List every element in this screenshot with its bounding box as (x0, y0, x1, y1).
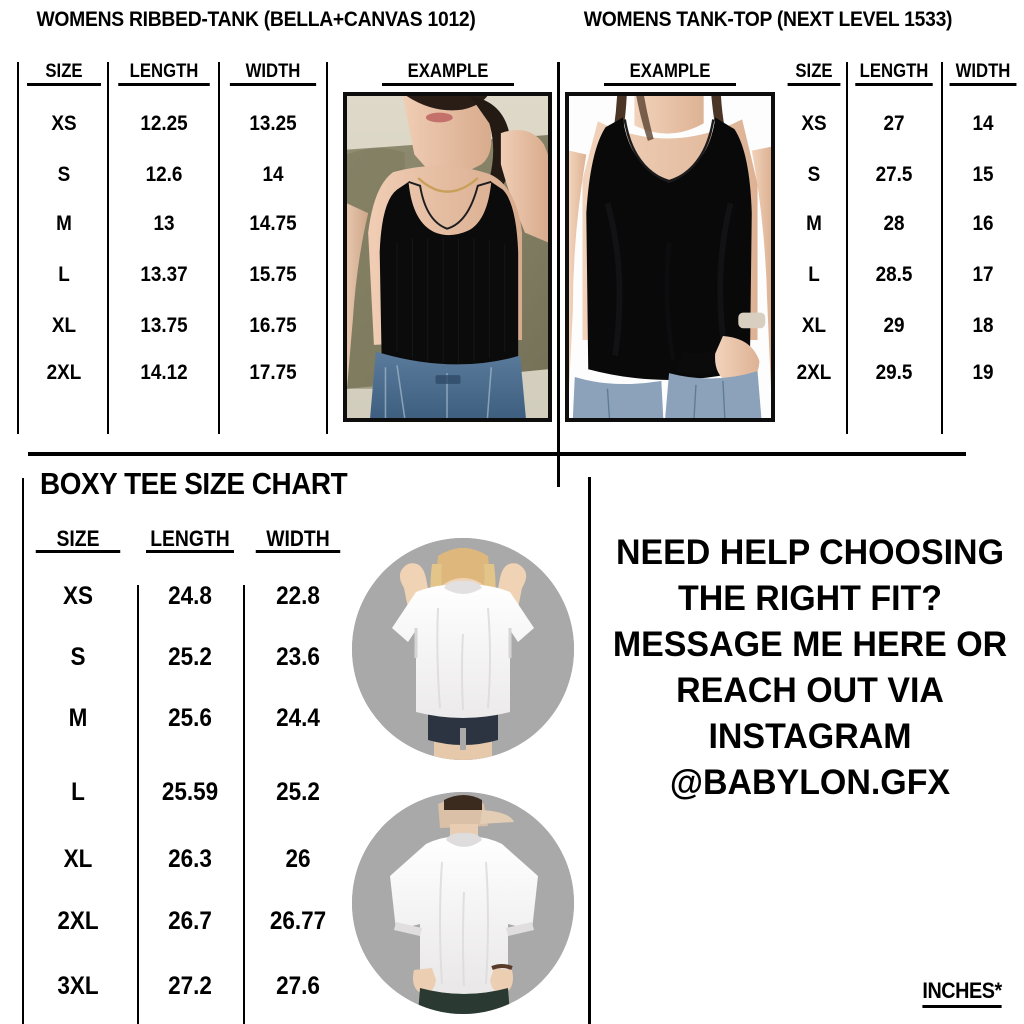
divider-boxy-length (243, 585, 245, 1024)
table-row: 2XL (46, 361, 82, 384)
table-row: XS (801, 112, 827, 135)
table-row: 16.75 (249, 314, 297, 337)
header-right-length: LENGTH (855, 62, 933, 86)
table-row: 27 (883, 112, 905, 135)
table-row: 25.2 (168, 643, 212, 671)
table-row: 13.37 (140, 263, 188, 286)
table-row: 13.75 (140, 314, 188, 337)
header-boxy-length: LENGTH (146, 528, 234, 553)
table-row: 23.6 (276, 643, 320, 671)
divider-help-section (588, 477, 591, 1024)
table-row: 14 (972, 112, 994, 135)
ribbed-tank-example-photo (343, 92, 552, 422)
table-row: L (58, 263, 70, 286)
table-row: 18 (972, 314, 994, 337)
table-row: 14.75 (249, 212, 297, 235)
table-row: 12.6 (145, 163, 183, 186)
table-row: 14.12 (140, 361, 188, 384)
help-line: NEED HELP CHOOSING (616, 533, 1004, 572)
table-row: XS (62, 582, 94, 610)
divider-boxy-outer (22, 478, 24, 1024)
table-row: M (56, 212, 72, 235)
header-boxy-width: WIDTH (255, 528, 341, 553)
table-row: L (71, 778, 85, 806)
table-row: 15 (972, 163, 994, 186)
table-row: 19 (972, 361, 994, 384)
header-right-example: EXAMPLE (604, 62, 736, 86)
table-row: 14 (262, 163, 284, 186)
boxy-tee-photo-bottom (352, 792, 574, 1014)
table-row: S (807, 163, 821, 186)
divider-left-size (107, 62, 109, 434)
table-row: 15.75 (249, 263, 297, 286)
table-row: 17 (972, 263, 994, 286)
table-row: 13 (153, 212, 175, 235)
table-row: 24.4 (276, 704, 320, 732)
header-right-width: WIDTH (949, 62, 1017, 86)
table-row: 29.5 (875, 361, 913, 384)
help-line: THE RIGHT FIT? (677, 579, 943, 618)
table-row: 22.8 (276, 582, 320, 610)
divider-left-width (326, 62, 328, 434)
tank-top-title: WOMENS TANK-TOP (NEXT LEVEL 1533) (583, 8, 953, 31)
header-left-width: WIDTH (229, 62, 317, 86)
table-row: 28.5 (875, 263, 913, 286)
table-row: 28 (883, 212, 905, 235)
section-divider (28, 452, 966, 456)
header-right-size: SIZE (787, 62, 841, 86)
table-row: 25.6 (168, 704, 212, 732)
divider-right-size (846, 62, 848, 434)
table-row: 27.5 (875, 163, 913, 186)
table-row: XL (801, 314, 827, 337)
table-row: 26 (285, 845, 311, 873)
table-row: M (68, 704, 88, 732)
table-row: 25.2 (276, 778, 320, 806)
table-row: 29 (883, 314, 905, 337)
table-row: 27.6 (276, 972, 320, 1000)
divider-center (557, 62, 560, 487)
table-row: 2XL (57, 907, 99, 935)
ribbed-tank-title: WOMENS RIBBED-TANK (BELLA+CANVAS 1012) (36, 8, 476, 31)
table-row: M (806, 212, 822, 235)
table-row: 12.25 (140, 112, 188, 135)
table-row: 26.7 (168, 907, 212, 935)
divider-right-length (941, 62, 943, 434)
divider-boxy-size (137, 585, 139, 1024)
tank-top-example-photo (565, 92, 775, 422)
boxy-tee-title: BOXY TEE SIZE CHART (40, 466, 348, 501)
table-row: S (70, 643, 86, 671)
table-row: XL (51, 314, 77, 337)
table-row: 26.77 (269, 907, 327, 935)
header-boxy-size: SIZE (35, 528, 121, 553)
help-text-block: NEED HELP CHOOSING THE RIGHT FIT? MESSAG… (600, 530, 1020, 806)
table-row: 25.59 (161, 778, 219, 806)
help-line: INSTAGRAM (708, 717, 912, 756)
divider-left-length (218, 62, 220, 434)
table-row: 24.8 (168, 582, 212, 610)
header-left-length: LENGTH (118, 62, 210, 86)
table-row: 2XL (796, 361, 832, 384)
table-row: 26.3 (168, 845, 212, 873)
header-left-example: EXAMPLE (382, 62, 514, 86)
divider-left-outer (17, 62, 19, 434)
table-row: XL (63, 845, 93, 873)
table-row: 13.25 (249, 112, 297, 135)
header-left-size: SIZE (27, 62, 101, 86)
boxy-tee-photo-top (352, 538, 574, 760)
table-row: 27.2 (168, 972, 212, 1000)
units-footnote: INCHES* (922, 978, 1002, 1008)
table-row: S (57, 163, 71, 186)
help-line: MESSAGE ME HERE OR (612, 625, 1008, 664)
table-row: 3XL (57, 972, 99, 1000)
table-row: L (808, 263, 820, 286)
table-row: XS (51, 112, 77, 135)
table-row: 16 (972, 212, 994, 235)
table-row: 17.75 (249, 361, 297, 384)
help-line: REACH OUT VIA (676, 671, 944, 710)
instagram-handle: @BABYLON.GFX (669, 763, 951, 802)
